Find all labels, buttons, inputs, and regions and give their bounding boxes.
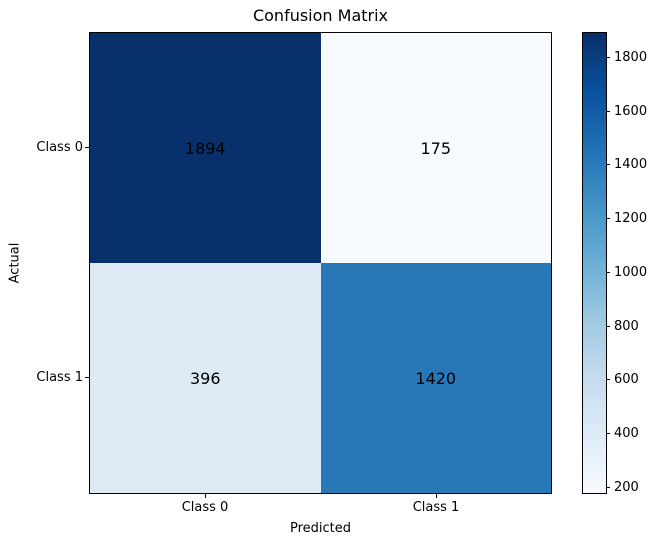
x-tick-mark-class1 (436, 494, 437, 498)
colorbar-tick-mark (606, 164, 610, 166)
heatmap-grid: 1894 175 396 1420 (90, 33, 551, 493)
colorbar-tick-mark (606, 218, 610, 220)
x-tick-label-class0: Class 0 (181, 500, 229, 515)
cell-value: 1894 (184, 138, 226, 158)
x-tick-mark-class0 (205, 494, 206, 498)
y-tick-mark-class1 (85, 377, 89, 378)
x-tick-label-class1: Class 1 (412, 500, 460, 515)
colorbar-tick-label: 1200 (614, 211, 648, 227)
colorbar-tick-mark (606, 379, 610, 381)
chart-title: Confusion Matrix (252, 6, 389, 25)
colorbar-tick-mark (606, 433, 610, 435)
colorbar-tick-mark (606, 486, 610, 488)
heatmap-cell-r0c0: 1894 (90, 33, 321, 263)
cell-value: 1420 (415, 368, 457, 388)
colorbar-tick-mark (606, 56, 610, 58)
cell-value: 175 (420, 138, 452, 158)
colorbar-tick-label: 1400 (614, 157, 648, 173)
heatmap-cell-r0c1: 175 (320, 33, 551, 263)
heatmap-plot: 1894 175 396 1420 (89, 32, 552, 494)
y-tick-label-class0: Class 0 (36, 140, 83, 155)
cell-value: 396 (189, 368, 221, 388)
x-axis-label: Predicted (289, 521, 352, 536)
heatmap-cell-r1c1: 1420 (320, 263, 551, 493)
colorbar-tick-label: 200 (614, 479, 639, 495)
colorbar-tick-mark (606, 110, 610, 112)
colorbar-gradient (582, 32, 607, 494)
colorbar-tick-label: 1000 (614, 264, 648, 280)
colorbar-tick-label: 800 (614, 318, 639, 334)
colorbar-tick-mark (606, 271, 610, 273)
heatmap-cell-r1c0: 396 (90, 263, 321, 493)
colorbar-tick-label: 600 (614, 372, 639, 388)
y-tick-mark-class0 (85, 147, 89, 148)
colorbar-ticks: 200 400 600 800 1000 1200 1400 1600 1800 (606, 32, 660, 494)
colorbar-tick-mark (606, 325, 610, 327)
y-axis-label: Actual (7, 242, 23, 284)
colorbar-tick-label: 400 (614, 426, 639, 442)
colorbar-tick-label: 1800 (614, 49, 648, 65)
y-tick-label-class1: Class 1 (36, 370, 83, 385)
colorbar-tick-label: 1600 (614, 103, 648, 119)
